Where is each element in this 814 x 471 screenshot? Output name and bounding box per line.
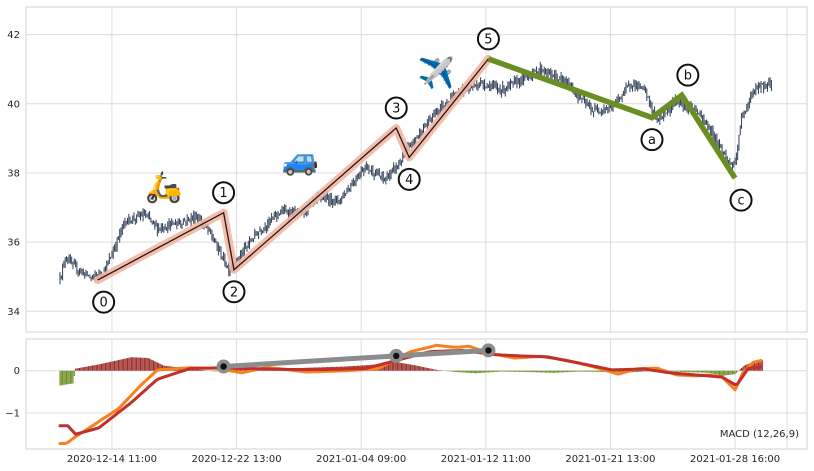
price-y-ticks: 34 36 38 40 42 xyxy=(7,30,20,318)
divergence-node-center xyxy=(393,352,400,360)
wave-label-circle xyxy=(212,181,236,205)
wave-label-circle xyxy=(397,167,421,191)
macd-y-tick-label: −1 xyxy=(5,409,20,420)
divergence-node-center xyxy=(220,363,227,370)
wave-label-circle xyxy=(384,96,408,120)
wave-label-circle xyxy=(676,63,700,87)
x-tick-label: 2021-01-21 13:00 xyxy=(565,454,655,465)
car-icon: 🚙 xyxy=(281,143,318,178)
price-y-tick-label: 42 xyxy=(7,30,20,41)
wave-label-0: 0 xyxy=(92,290,116,314)
price-y-tick-label: 38 xyxy=(7,168,20,179)
macd-panel-frame xyxy=(25,338,808,450)
price-y-tick-label: 34 xyxy=(7,307,20,318)
emoji-markers: 🛵 🚙 ✈️ xyxy=(145,54,455,205)
wave-label-text: 5 xyxy=(484,32,492,47)
airplane-icon: ✈️ xyxy=(418,54,455,91)
price-panel-frame xyxy=(25,6,808,333)
wave-label-4: 4 xyxy=(397,167,421,191)
wave-label-circle xyxy=(640,128,664,152)
x-tick-label: 2020-12-14 11:00 xyxy=(67,454,157,465)
corrective-line xyxy=(487,56,738,180)
wave-label-text: 2 xyxy=(230,285,238,300)
x-ticks: 2020-12-14 11:00 2020-12-22 13:00 2021-01-… xyxy=(67,454,780,465)
divergence-line xyxy=(216,343,496,374)
wave-label-5: 5 xyxy=(476,27,500,51)
impulse-wave xyxy=(93,54,493,285)
wave-label-text: c xyxy=(737,194,744,209)
wave-label-text: b xyxy=(684,69,692,84)
wave-label-text: 3 xyxy=(392,102,400,117)
corrective-wave xyxy=(487,56,738,180)
x-tick-label: 2020-12-22 13:00 xyxy=(191,454,281,465)
x-tick-label: 2021-01-12 11:00 xyxy=(441,454,531,465)
divergence-node-center xyxy=(485,347,492,354)
wave-label-2: 2 xyxy=(222,280,246,304)
macd-y-tick-label: 0 xyxy=(14,366,20,377)
x-tick-label: 2021-01-04 09:00 xyxy=(316,454,406,465)
macd-label: MACD (12,26,9) xyxy=(720,429,799,440)
wave-label-circle xyxy=(92,290,116,314)
wave-label-a: a xyxy=(640,128,664,152)
wave-label-circle xyxy=(222,280,246,304)
wave-label-3: 3 xyxy=(384,96,408,120)
wave-label-circle xyxy=(476,27,500,51)
scooter-icon: 🛵 xyxy=(145,170,182,205)
wave-label-text: a xyxy=(648,133,656,148)
wave-label-1: 1 xyxy=(212,181,236,205)
price-y-tick-label: 36 xyxy=(7,238,20,249)
wave-label-text: 1 xyxy=(219,186,227,201)
price-y-tick-label: 40 xyxy=(7,99,20,110)
wave-labels: 0 1 2 3 4 5 a b c xyxy=(92,27,753,314)
macd-y-ticks: −1 0 xyxy=(5,366,20,419)
wave-label-b: b xyxy=(676,63,700,87)
wave-label-text: 4 xyxy=(405,173,413,188)
wave-label-circle xyxy=(729,188,753,212)
impulse-line xyxy=(97,58,489,281)
wave-label-text: 0 xyxy=(100,296,108,311)
x-tick-label: 2021-01-28 16:00 xyxy=(690,454,780,465)
wave-label-c: c xyxy=(729,188,753,212)
